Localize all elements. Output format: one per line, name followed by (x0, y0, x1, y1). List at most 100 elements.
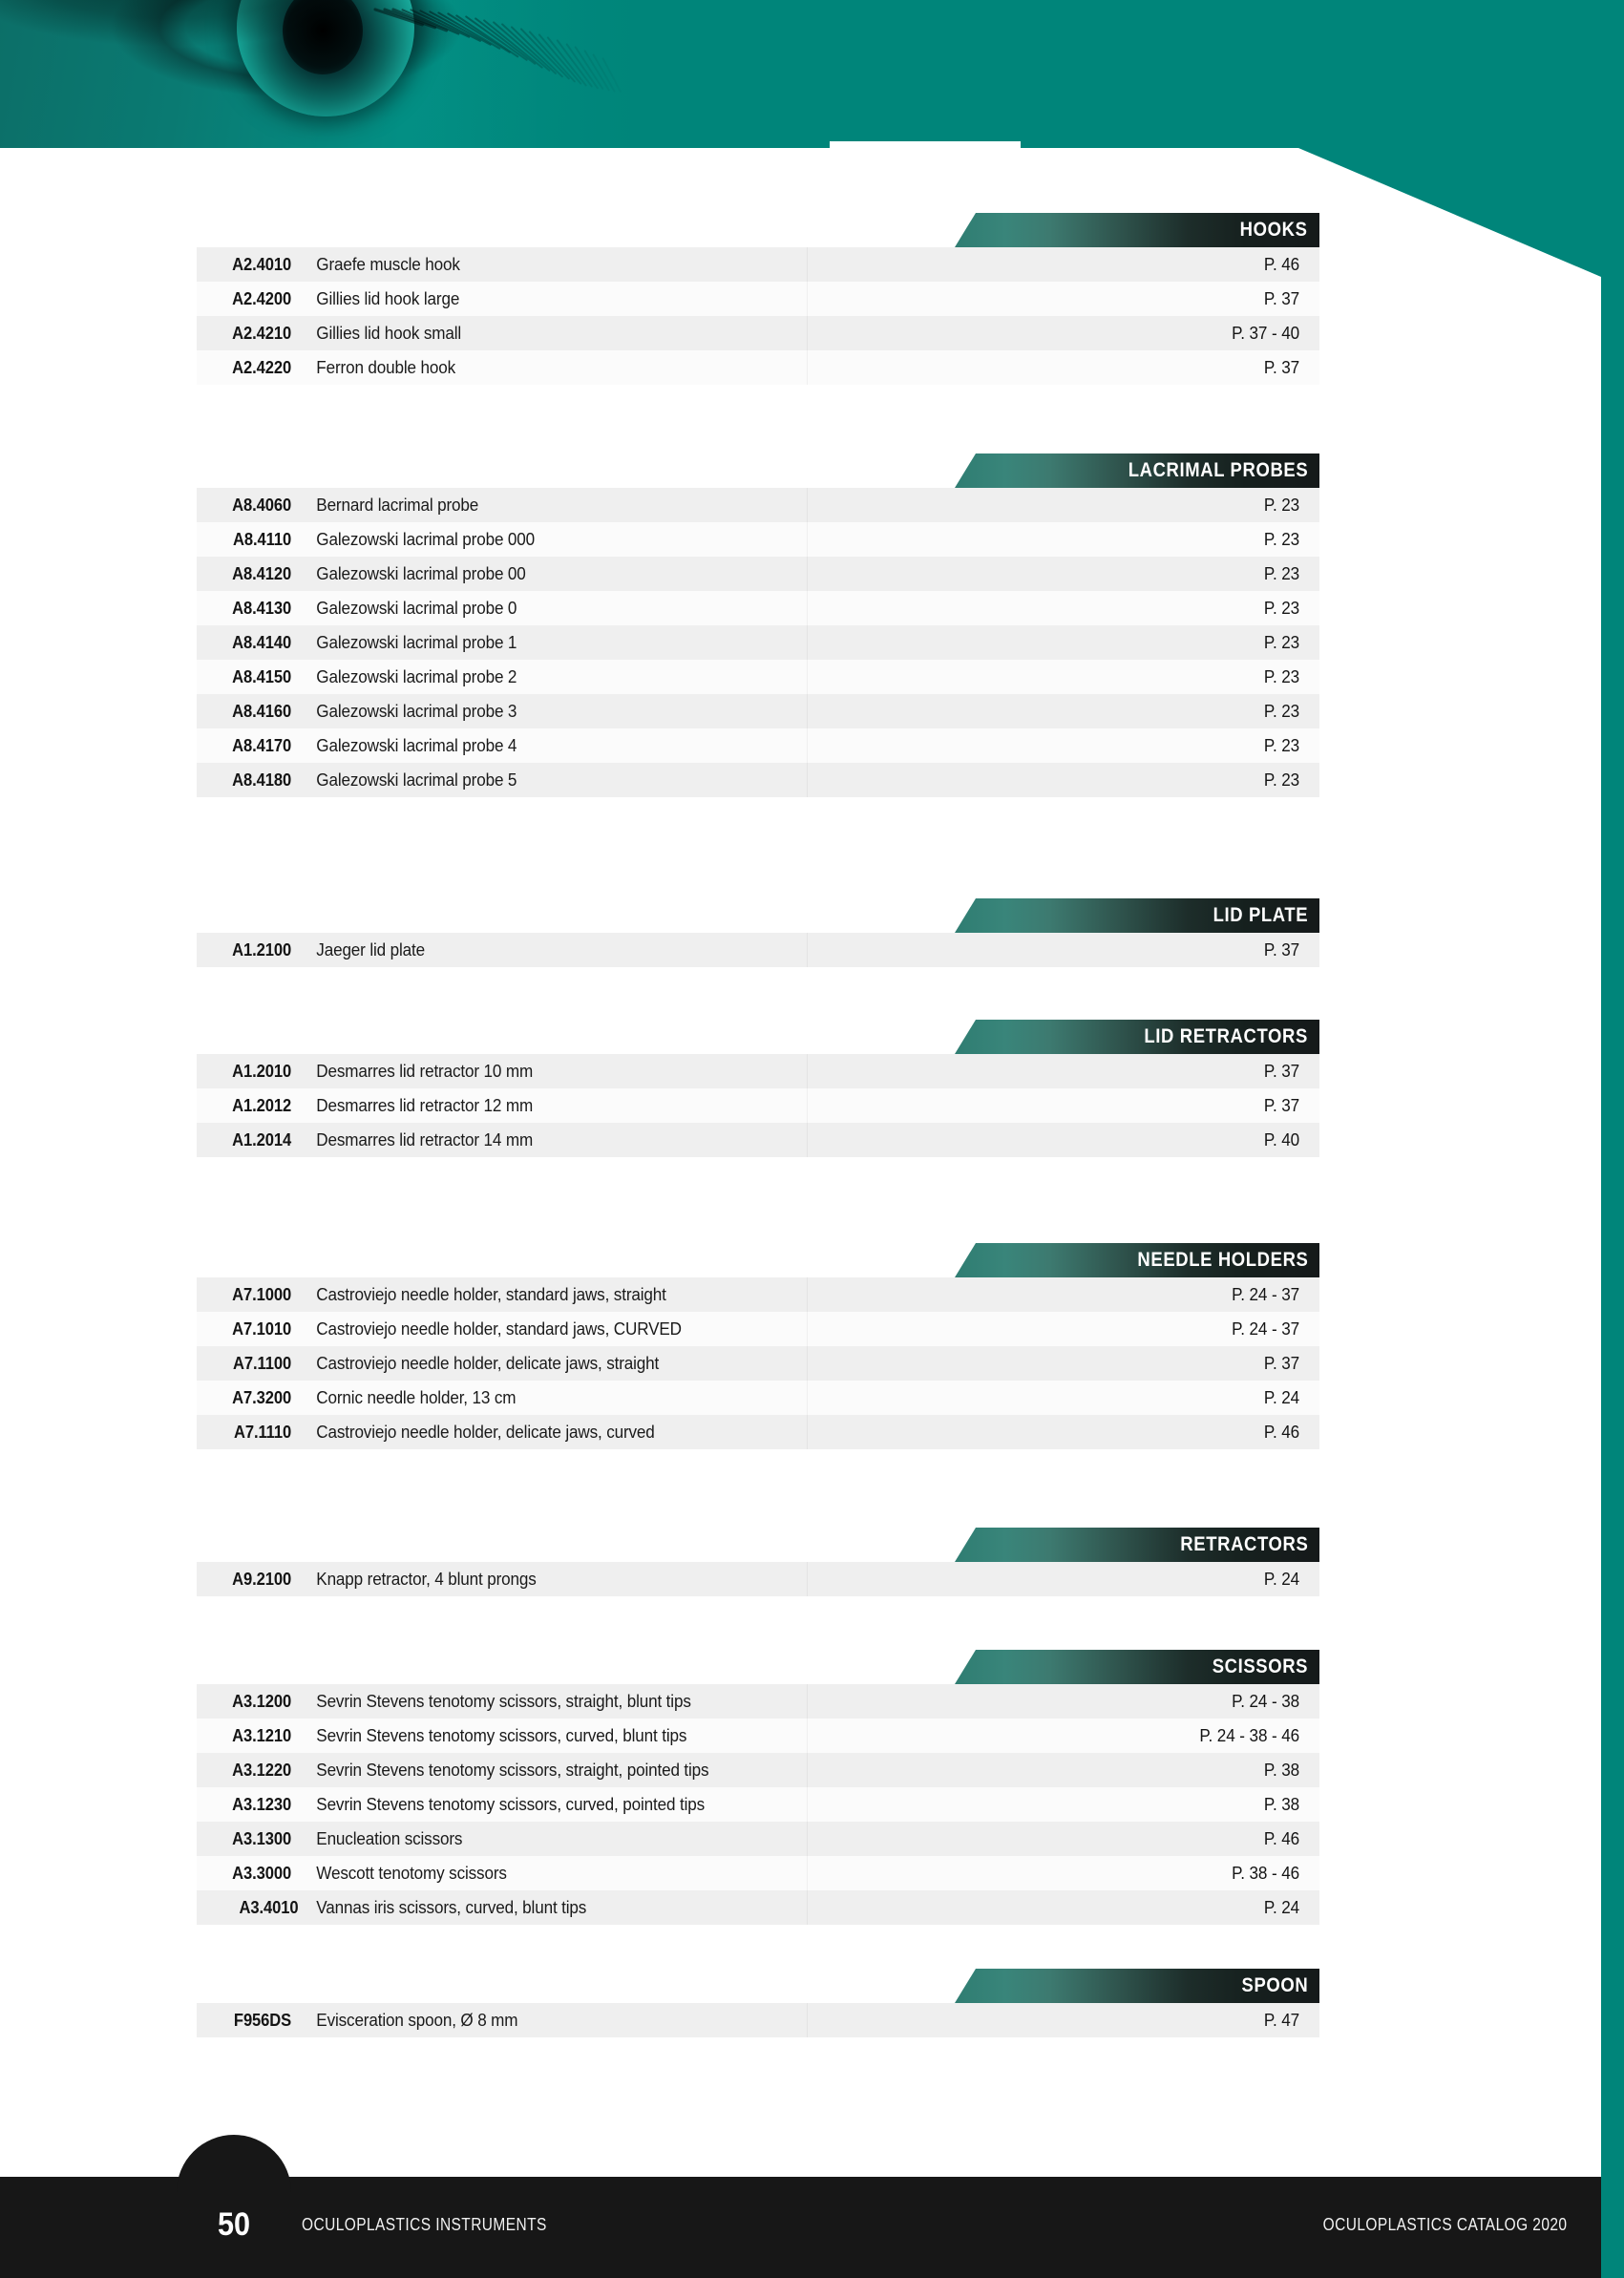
page-reference[interactable]: P. 23 (1263, 529, 1300, 549)
product-code: A7.1110 (233, 1422, 292, 1442)
page-reference[interactable]: P. 37 (1263, 1061, 1300, 1081)
page-reference[interactable]: P. 24 (1263, 1897, 1300, 1917)
page-reference[interactable]: P. 24 - 38 (1232, 1691, 1300, 1711)
catalog-section: SCISSORS A3.1200 Sevrin Stevens tenotomy s… (197, 1650, 1319, 1925)
product-table: A8.4060 Bernard lacrimal probe P. 23 A8.411… (197, 488, 1319, 797)
table-row[interactable]: A1.2014 Desmarres lid retractor 14 mm P. 4… (197, 1123, 1319, 1157)
page-reference[interactable]: P. 23 (1263, 495, 1300, 515)
product-code: A8.4150 (232, 666, 292, 686)
page-footer: 50 OCULOPLASTICS INSTRUMENTS OCULOPLASTI… (0, 2135, 1601, 2278)
page-reference[interactable]: P. 23 (1263, 563, 1300, 583)
column-divider (807, 1381, 808, 1415)
product-code: A8.4060 (232, 495, 292, 515)
page-reference[interactable]: P. 23 (1263, 770, 1300, 790)
table-row[interactable]: A8.4160 Galezowski lacrimal probe 3 P. 23 (197, 694, 1319, 728)
table-row[interactable]: A8.4130 Galezowski lacrimal probe 0 P. 23 (197, 591, 1319, 625)
page-reference[interactable]: P. 24 (1263, 1569, 1300, 1589)
table-row[interactable]: A3.4010 Vannas iris scissors, curved, blu… (197, 1890, 1319, 1925)
table-row[interactable]: A7.3200 Cornic needle holder, 13 cm P. 24 (197, 1381, 1319, 1415)
product-description: Galezowski lacrimal probe 5 (316, 770, 517, 790)
page-reference[interactable]: P. 38 (1263, 1760, 1300, 1780)
product-code: A1.2014 (232, 1129, 292, 1150)
page-reference[interactable]: P. 37 (1263, 1095, 1300, 1115)
product-description: Galezowski lacrimal probe 1 (316, 632, 517, 652)
section-title: LACRIMAL PROBES (1128, 459, 1308, 481)
product-code: A8.4170 (232, 735, 292, 755)
page-reference[interactable]: P. 23 (1263, 701, 1300, 721)
section-header-ribbon (955, 213, 1319, 247)
page-reference[interactable]: P. 47 (1263, 2010, 1300, 2030)
page-reference[interactable]: P. 46 (1263, 1828, 1300, 1848)
product-description: Castroviejo needle holder, delicate jaws… (316, 1353, 660, 1373)
section-header: LACRIMAL PROBES (955, 453, 1319, 488)
column-divider (807, 1277, 808, 1312)
product-description: Vannas iris scissors, curved, blunt tips (316, 1897, 587, 1917)
table-row[interactable]: A9.2100 Knapp retractor, 4 blunt prongs P.… (197, 1562, 1319, 1596)
product-description: Gillies lid hook large (316, 288, 460, 308)
product-description: Sevrin Stevens tenotomy scissors, straig… (316, 1760, 709, 1780)
page-reference[interactable]: P. 46 (1263, 1422, 1300, 1442)
table-row[interactable]: A7.1010 Castroviejo needle holder, standa… (197, 1312, 1319, 1346)
page-reference[interactable]: P. 46 (1263, 254, 1300, 274)
footer-page-number: 50 (217, 2206, 251, 2243)
footer-catalog-label: OCULOPLASTICS CATALOG 2020 (1322, 2215, 1567, 2234)
product-code: A3.1210 (232, 1725, 292, 1745)
table-row[interactable]: A8.4120 Galezowski lacrimal probe 00 P. 23 (197, 557, 1319, 591)
product-code: A8.4140 (232, 632, 292, 652)
page-reference[interactable]: P. 38 (1263, 1794, 1300, 1814)
table-row[interactable]: A1.2100 Jaeger lid plate P. 37 (197, 933, 1319, 967)
table-row[interactable]: A2.4010 Graefe muscle hook P. 46 (197, 247, 1319, 282)
table-row[interactable]: A2.4220 Ferron double hook P. 37 (197, 350, 1319, 385)
table-row[interactable]: A3.3000 Wescott tenotomy scissors P. 38 - … (197, 1856, 1319, 1890)
table-row[interactable]: A8.4140 Galezowski lacrimal probe 1 P. 23 (197, 625, 1319, 660)
table-row[interactable]: A8.4150 Galezowski lacrimal probe 2 P. 23 (197, 660, 1319, 694)
table-row[interactable]: A7.1000 Castroviejo needle holder, standa… (197, 1277, 1319, 1312)
page-reference[interactable]: P. 24 - 37 (1232, 1318, 1300, 1339)
catalog-section: LID PLATE A1.2100 Jaeger lid plate P. 37 (197, 898, 1319, 967)
page-reference[interactable]: P. 24 - 37 (1232, 1284, 1300, 1304)
table-row[interactable]: F956DS Evisceration spoon, Ø 8 mm P. 47 (197, 2003, 1319, 2037)
product-description: Bernard lacrimal probe (316, 495, 479, 515)
table-row[interactable]: A1.2012 Desmarres lid retractor 12 mm P. 3… (197, 1088, 1319, 1123)
page-reference[interactable]: P. 37 (1263, 1353, 1300, 1373)
page-reference[interactable]: P. 37 - 40 (1232, 323, 1300, 343)
section-title: LID PLATE (1213, 904, 1308, 926)
eye-closeup-photo (0, 0, 659, 148)
page-reference[interactable]: P. 24 (1263, 1387, 1300, 1407)
table-row[interactable]: A3.1210 Sevrin Stevens tenotomy scissors,… (197, 1719, 1319, 1753)
table-row[interactable]: A3.1200 Sevrin Stevens tenotomy scissors,… (197, 1684, 1319, 1719)
product-code: A9.2100 (232, 1569, 292, 1589)
table-row[interactable]: A8.4110 Galezowski lacrimal probe 000 P. 2… (197, 522, 1319, 557)
page-reference[interactable]: P. 24 - 38 - 46 (1199, 1725, 1300, 1745)
page-reference[interactable]: P. 40 (1263, 1129, 1300, 1150)
table-row[interactable]: A3.1300 Enucleation scissors P. 46 (197, 1822, 1319, 1856)
product-code: A2.4010 (232, 254, 292, 274)
table-row[interactable]: A2.4210 Gillies lid hook small P. 37 - 40 (197, 316, 1319, 350)
page-reference[interactable]: P. 23 (1263, 598, 1300, 618)
column-divider (807, 660, 808, 694)
table-row[interactable]: A3.1220 Sevrin Stevens tenotomy scissors,… (197, 1753, 1319, 1787)
column-divider (807, 557, 808, 591)
product-description: Knapp retractor, 4 blunt prongs (316, 1569, 537, 1589)
product-table: F956DS Evisceration spoon, Ø 8 mm P. 47 (197, 2003, 1319, 2037)
column-divider (807, 350, 808, 385)
page-reference[interactable]: P. 23 (1263, 632, 1300, 652)
section-header-ribbon (955, 1969, 1319, 2003)
page-reference[interactable]: P. 38 - 46 (1232, 1863, 1300, 1883)
table-row[interactable]: A3.1230 Sevrin Stevens tenotomy scissors,… (197, 1787, 1319, 1822)
page-reference[interactable]: P. 23 (1263, 666, 1300, 686)
product-description: Cornic needle holder, 13 cm (316, 1387, 517, 1407)
table-row[interactable]: A8.4060 Bernard lacrimal probe P. 23 (197, 488, 1319, 522)
page-reference[interactable]: P. 37 (1263, 939, 1300, 960)
table-row[interactable]: A7.1110 Castroviejo needle holder, delica… (197, 1415, 1319, 1449)
page-reference[interactable]: P. 23 (1263, 735, 1300, 755)
page-reference[interactable]: P. 37 (1263, 357, 1300, 377)
table-row[interactable]: A7.1100 Castroviejo needle holder, delica… (197, 1346, 1319, 1381)
product-description: Evisceration spoon, Ø 8 mm (316, 2010, 518, 2030)
table-row[interactable]: A8.4180 Galezowski lacrimal probe 5 P. 23 (197, 763, 1319, 797)
table-row[interactable]: A8.4170 Galezowski lacrimal probe 4 P. 23 (197, 728, 1319, 763)
page-reference[interactable]: P. 37 (1263, 288, 1300, 308)
table-row[interactable]: A2.4200 Gillies lid hook large P. 37 (197, 282, 1319, 316)
table-row[interactable]: A1.2010 Desmarres lid retractor 10 mm P. 3… (197, 1054, 1319, 1088)
